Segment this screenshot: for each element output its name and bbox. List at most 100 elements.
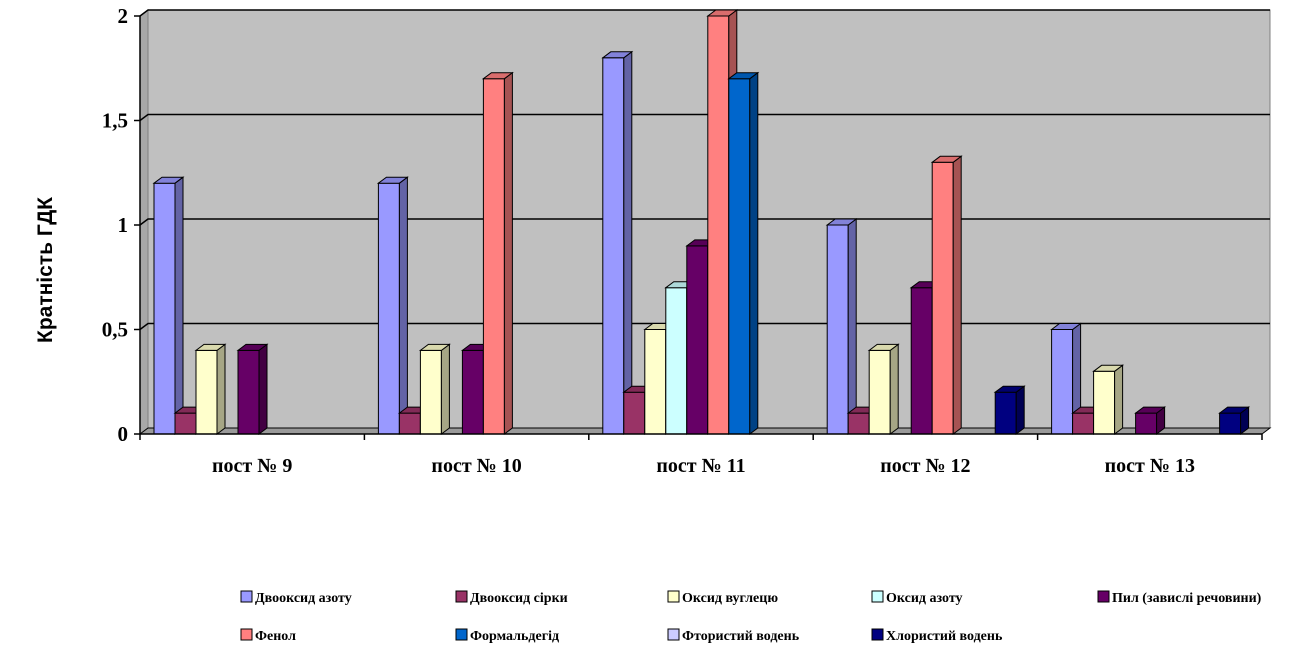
bar-front xyxy=(994,391,1017,435)
bar xyxy=(418,343,451,435)
legend-swatch xyxy=(1097,590,1110,603)
bar-side xyxy=(503,71,513,435)
bar-front xyxy=(847,412,870,435)
bar xyxy=(993,385,1026,436)
bar-top xyxy=(418,343,451,351)
bar-front xyxy=(707,15,730,435)
bar-top xyxy=(930,155,963,163)
bar-top xyxy=(194,343,227,351)
bar-front xyxy=(931,161,954,435)
x-category-label: пост № 11 xyxy=(656,455,745,477)
bar xyxy=(194,343,227,435)
bar-top xyxy=(706,9,739,17)
gridlines xyxy=(139,9,1270,331)
bar xyxy=(727,71,760,435)
bar xyxy=(601,50,634,435)
bars xyxy=(152,9,1251,436)
bar xyxy=(236,343,269,435)
x-category-label: пост № 9 xyxy=(212,455,292,477)
bar-front xyxy=(602,57,625,435)
legend-swatch xyxy=(455,628,468,641)
y-tick-label: 1,5 xyxy=(102,109,128,133)
legend-item: Двооксид сірки xyxy=(455,590,568,606)
bar-side xyxy=(889,343,899,435)
bar-side xyxy=(952,155,962,435)
legend-item: Оксид азоту xyxy=(871,590,963,606)
bar-front xyxy=(377,182,400,435)
bar xyxy=(867,343,900,435)
legend-item: Хлористий водень xyxy=(871,628,1003,644)
x-category-label: пост № 10 xyxy=(431,455,521,477)
y-tick-label: 0,5 xyxy=(102,318,128,342)
legend-label: Формальдегід xyxy=(470,629,559,644)
bar-front xyxy=(644,329,667,435)
legend-label: Двооксид азоту xyxy=(255,591,352,606)
bar-front xyxy=(237,349,260,435)
bar xyxy=(1134,406,1167,435)
legend-item: Двооксид азоту xyxy=(240,590,352,606)
bar-front xyxy=(398,412,421,435)
bar-top xyxy=(152,176,185,184)
bar-front xyxy=(482,78,505,435)
bar-front xyxy=(826,224,849,435)
bar xyxy=(1092,364,1125,435)
bar-top xyxy=(1134,406,1167,414)
legend-label: Двооксид сірки xyxy=(470,591,568,606)
bar-front xyxy=(153,182,176,435)
legend-item: Фенол xyxy=(240,628,296,644)
bar-front xyxy=(1051,329,1074,435)
bar-front xyxy=(1135,412,1158,435)
bar-top xyxy=(376,176,409,184)
legend-swatch xyxy=(871,590,884,603)
bar-top xyxy=(993,385,1026,393)
bar-side xyxy=(398,176,408,435)
bar xyxy=(1218,406,1251,435)
legend-swatch xyxy=(455,590,468,603)
legend-item: Формальдегід xyxy=(455,628,559,644)
y-tick-label: 1 xyxy=(118,213,129,237)
y-tick-labels: 0 0,5 1 1,5 2 xyxy=(102,4,128,446)
axes xyxy=(134,15,1263,440)
legend-label: Хлористий водень xyxy=(886,629,1003,644)
legend-swatch xyxy=(240,590,253,603)
x-category-label: пост № 13 xyxy=(1105,455,1195,477)
bar-front xyxy=(174,412,197,435)
bar-front xyxy=(623,391,646,435)
legend-swatch xyxy=(240,628,253,641)
bar-top xyxy=(1092,364,1125,372)
bar-top xyxy=(481,72,514,80)
legend-item: Оксид вуглецю xyxy=(667,590,778,606)
bar-front xyxy=(868,349,891,435)
bar-front xyxy=(1072,412,1095,435)
gridline xyxy=(139,218,1270,226)
bar-top xyxy=(727,72,760,80)
bar-front xyxy=(195,349,218,435)
bar-front xyxy=(1093,370,1116,435)
gridline xyxy=(139,113,1270,122)
bar-side xyxy=(174,176,184,435)
legend-label: Фенол xyxy=(255,629,296,644)
bar-top xyxy=(867,343,900,351)
bar-front xyxy=(728,78,751,435)
legend-swatch xyxy=(667,628,680,641)
x-category-label: пост № 12 xyxy=(880,455,970,477)
bar xyxy=(152,176,185,435)
bar-front xyxy=(419,349,442,435)
x-category-labels: пост № 9 пост № 10 пост № 11 пост № 12 пост … xyxy=(212,455,1195,477)
legend-label: Оксид вуглецю xyxy=(682,591,778,606)
bar-front xyxy=(910,287,933,435)
legend-swatch xyxy=(871,628,884,641)
bar-top xyxy=(601,51,634,59)
legend-label: Фтористий водень xyxy=(682,629,800,644)
bar-front xyxy=(1219,412,1242,435)
gridline xyxy=(139,322,1270,331)
legend-label: Оксид азоту xyxy=(886,591,963,606)
bar-side xyxy=(749,71,759,435)
bar-side xyxy=(440,343,450,435)
bar xyxy=(481,71,514,435)
legend-swatch xyxy=(667,590,680,603)
bar-front xyxy=(665,287,688,435)
bar-top xyxy=(825,218,858,226)
gridline xyxy=(139,9,1270,17)
